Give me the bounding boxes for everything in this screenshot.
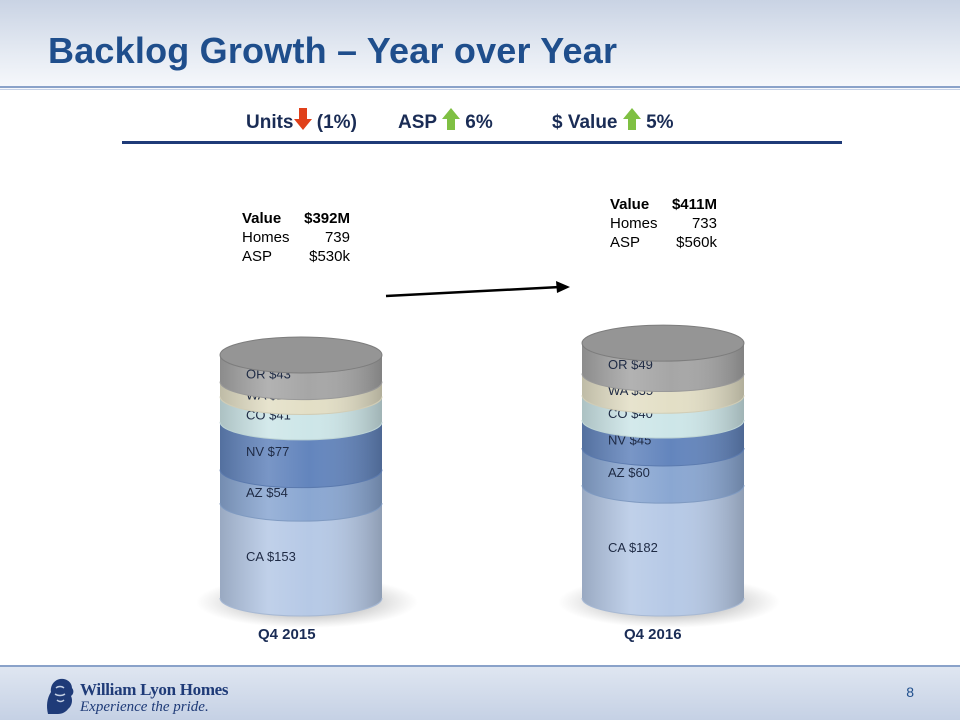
bar-shading xyxy=(582,485,744,616)
data-label-az: AZ $60 xyxy=(608,465,650,480)
info-block-q4-2016: Value $411M Homes 733 ASP $560k xyxy=(610,195,717,252)
data-label-ca: CA $182 xyxy=(608,540,658,555)
title-divider-secondary xyxy=(0,89,960,90)
x-tick-label: Q4 2015 xyxy=(258,626,316,643)
info-asp: $560k xyxy=(676,234,717,251)
info-asp-label: ASP xyxy=(610,234,641,251)
info-homes: 733 xyxy=(691,215,717,232)
bar-shading xyxy=(582,420,744,466)
bar-shading xyxy=(220,381,382,415)
summary-units: Units (1%) xyxy=(246,108,357,136)
x-tick-label: Q4 2016 xyxy=(624,626,682,643)
segment-seam xyxy=(581,485,745,504)
summary-asp-label: ASP xyxy=(398,112,437,133)
summary-units-change: (1%) xyxy=(316,112,357,133)
bar-shading xyxy=(582,343,744,392)
slide-title: Backlog Growth – Year over Year xyxy=(48,30,618,71)
info-homes-label: Homes xyxy=(242,229,290,246)
segment-seam xyxy=(219,469,383,489)
info-asp: $530k xyxy=(309,248,350,265)
segment-seam xyxy=(581,597,745,617)
segment-seam xyxy=(219,503,383,522)
segment-seam xyxy=(581,447,745,467)
company-name: William Lyon Homes xyxy=(80,680,229,699)
header-band xyxy=(0,0,960,90)
company-tagline: Experience the pride. xyxy=(80,699,209,715)
segment-seam xyxy=(219,421,383,441)
data-label-az: AZ $54 xyxy=(246,485,288,500)
info-asp-label: ASP xyxy=(242,248,273,265)
growth-arrow xyxy=(385,281,570,298)
data-label-nv: NV $77 xyxy=(246,444,289,459)
up-arrow-icon xyxy=(442,108,461,136)
segment-seam xyxy=(219,396,383,415)
bar-shading xyxy=(220,421,382,488)
info-value: $411M xyxy=(671,196,717,213)
segment-seam xyxy=(219,597,383,617)
segment-seam xyxy=(219,381,383,401)
summary-units-label: Units xyxy=(246,112,294,133)
up-arrow-icon xyxy=(622,108,641,136)
cylinder-top-cap xyxy=(219,336,383,374)
bar-shading xyxy=(220,503,382,616)
title-divider xyxy=(0,86,960,88)
segment-seam xyxy=(581,420,745,439)
lion-logo-icon xyxy=(47,678,74,714)
bar-shading xyxy=(582,373,744,414)
info-value-label: Value xyxy=(242,210,282,227)
segment-seam xyxy=(581,373,745,393)
down-arrow-icon xyxy=(293,108,312,136)
summary-value: $ Value 5% xyxy=(552,108,674,136)
summary-value-change: 5% xyxy=(646,112,674,133)
summary-asp-change: 6% xyxy=(465,112,493,133)
company-logo: William Lyon Homes Experience the pride. xyxy=(80,680,229,716)
page-number: 8 xyxy=(906,684,914,700)
cylinder-top-cap xyxy=(581,324,745,362)
bar-shading xyxy=(220,354,382,400)
footer-band xyxy=(0,665,960,720)
bar-shading xyxy=(220,396,382,440)
info-value: $392M xyxy=(304,210,350,227)
summary-value-label: $ Value xyxy=(552,112,618,133)
bar-shading xyxy=(582,447,744,504)
segment-seam xyxy=(581,395,745,414)
bar-shading xyxy=(220,469,382,522)
info-value-label: Value xyxy=(610,196,650,213)
summary-divider xyxy=(122,141,842,144)
bar-shading xyxy=(582,395,744,439)
info-homes-label: Homes xyxy=(610,215,658,232)
info-homes: 739 xyxy=(324,229,350,246)
info-block-q4-2015: Value $392M Homes 739 ASP $530k xyxy=(242,209,350,266)
summary-asp: ASP 6% xyxy=(398,108,493,136)
data-label-ca: CA $153 xyxy=(246,549,296,564)
